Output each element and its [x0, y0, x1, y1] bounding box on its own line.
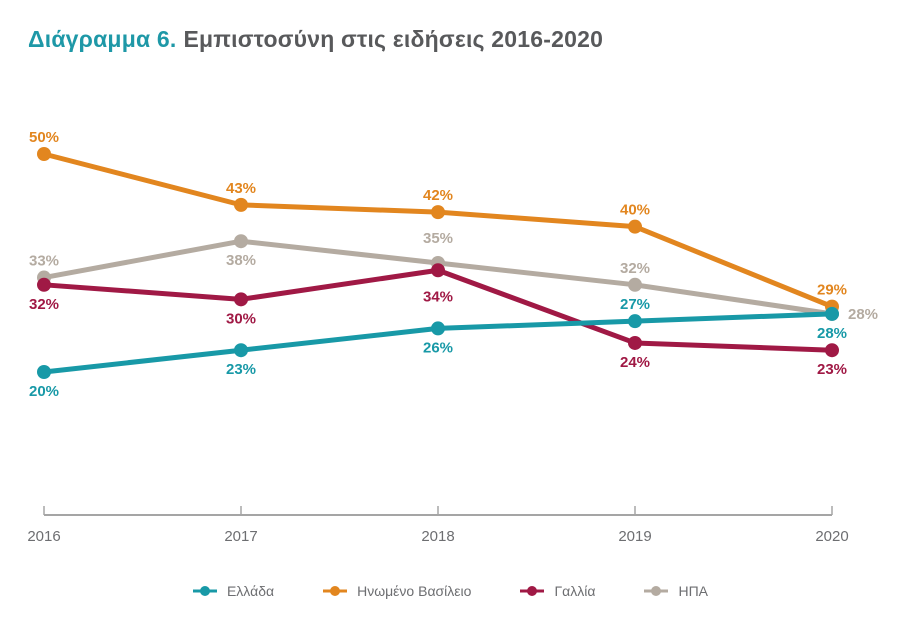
legend-item-2: Γαλλία: [519, 583, 595, 599]
legend-item-1: Ηνωμένο Βασίλειο: [322, 583, 471, 599]
data-label: 26%: [423, 339, 453, 356]
data-point: [628, 314, 642, 329]
chart-title: Διάγραμμα 6. Εμπιστοσύνη στις ειδήσεις 20…: [28, 26, 603, 53]
x-axis-tick-label: 2019: [618, 528, 651, 545]
data-label: 23%: [817, 361, 847, 378]
data-label: 24%: [620, 354, 650, 371]
legend-marker-icon: [644, 586, 669, 596]
x-axis-tick-label: 2016: [27, 528, 60, 545]
data-label: 28%: [817, 325, 847, 342]
data-label: 28%: [848, 306, 878, 323]
series-line: [41, 267, 835, 353]
data-point: [37, 147, 51, 161]
data-point: [825, 343, 839, 358]
data-point: [431, 205, 445, 220]
legend-label: ΗΠΑ: [678, 583, 709, 599]
data-label: 32%: [29, 296, 59, 313]
data-point: [234, 292, 248, 307]
legend-label: Ηνωμένο Βασίλειο: [357, 583, 472, 599]
data-label: 33%: [29, 253, 59, 270]
chart-title-main: Εμπιστοσύνη στις ειδήσεις 2016-2020: [183, 26, 604, 52]
data-label: 27%: [620, 296, 650, 313]
data-label: 20%: [29, 383, 59, 400]
data-point: [234, 343, 248, 358]
data-point: [234, 197, 248, 212]
legend-label: Ελλάδα: [226, 583, 275, 599]
data-point: [628, 219, 642, 234]
legend-marker-dot: [527, 586, 538, 596]
data-label: 29%: [817, 282, 847, 299]
x-axis-tick-label: 2018: [421, 528, 454, 545]
data-label: 32%: [620, 260, 650, 277]
legend-item-0: Ελλάδα: [192, 583, 274, 599]
data-label: 35%: [423, 230, 453, 247]
data-label: 38%: [226, 252, 256, 269]
data-point: [37, 277, 51, 292]
data-point: [825, 306, 839, 321]
data-point: [37, 365, 51, 380]
data-point: [431, 321, 445, 336]
x-axis-tick-label: 2020: [815, 528, 848, 545]
legend-marker-dot: [651, 586, 662, 596]
legend-item-3: ΗΠΑ: [643, 583, 708, 599]
chart-title-prefix: Διάγραμμα 6.: [28, 26, 177, 52]
data-label: 42%: [423, 187, 453, 204]
data-label: 50%: [29, 129, 59, 146]
legend-marker-icon: [520, 586, 545, 596]
legend-marker-icon: [192, 586, 217, 596]
data-point: [234, 234, 248, 249]
data-point: [628, 277, 642, 292]
data-point: [431, 263, 445, 278]
legend-marker-icon: [323, 586, 348, 596]
legend-label: Γαλλία: [554, 583, 596, 599]
data-label: 34%: [423, 288, 453, 305]
data-point: [628, 335, 642, 350]
data-label: 30%: [226, 310, 256, 327]
legend-marker-dot: [330, 586, 341, 596]
legend-marker-dot: [199, 586, 210, 596]
data-label: 43%: [226, 180, 256, 197]
data-label: 23%: [226, 361, 256, 378]
data-label: 40%: [620, 202, 650, 219]
chart-legend: Ελλάδα Ηνωμένο Βασίλειο Γαλλία ΗΠΑ: [0, 583, 900, 599]
x-axis-tick-label: 2017: [224, 528, 257, 545]
